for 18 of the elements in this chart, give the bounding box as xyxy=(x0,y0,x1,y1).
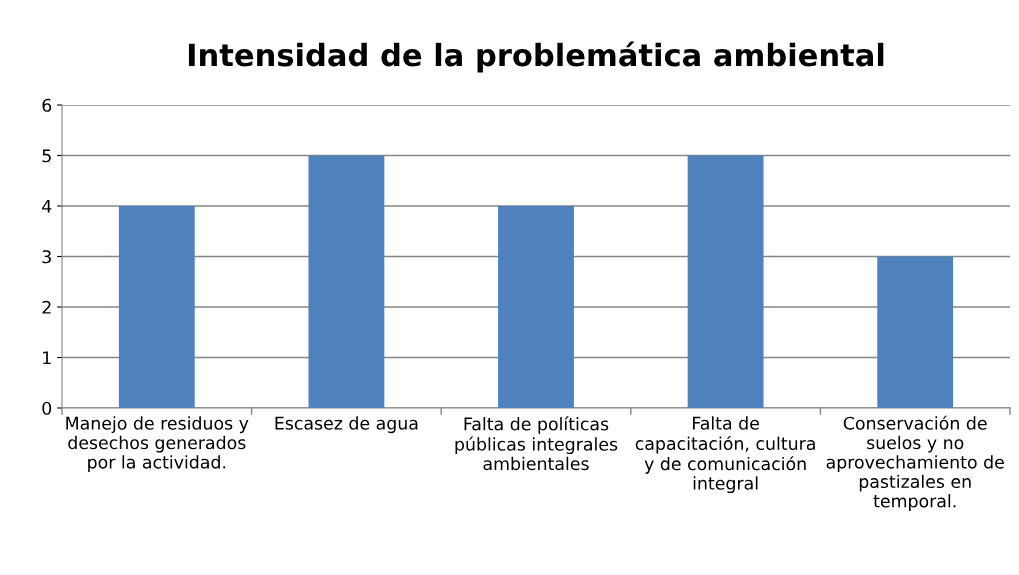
x-tick-label: Conservación de suelos y no aprovechamiento de pastizales en temporal. xyxy=(826,415,1004,511)
bar xyxy=(877,256,954,408)
y-tick-label: 3 xyxy=(42,250,51,264)
y-tick-label: 4 xyxy=(42,199,52,213)
x-tick-label: Falta de capacitación, cultura y de comunicación integral xyxy=(635,416,815,494)
bar xyxy=(687,155,764,408)
y-tick-label: 2 xyxy=(42,300,51,314)
y-tick-label: 6 xyxy=(42,98,52,112)
y-tick-label: 0 xyxy=(42,401,52,415)
x-tick-label: Manejo de residuos y desechos generados por la actividad. xyxy=(66,416,249,473)
bar xyxy=(498,206,574,408)
y-tick-label: 1 xyxy=(43,351,51,365)
bar xyxy=(118,206,195,408)
x-tick-label: Escasez de agua xyxy=(275,416,418,434)
chart-title: Intensidad de la problemática ambiental xyxy=(188,41,884,73)
x-tick-label: Falta de políticas públicas integrales ambientales xyxy=(455,416,618,471)
bar xyxy=(308,155,385,408)
y-tick-label: 5 xyxy=(42,149,51,163)
